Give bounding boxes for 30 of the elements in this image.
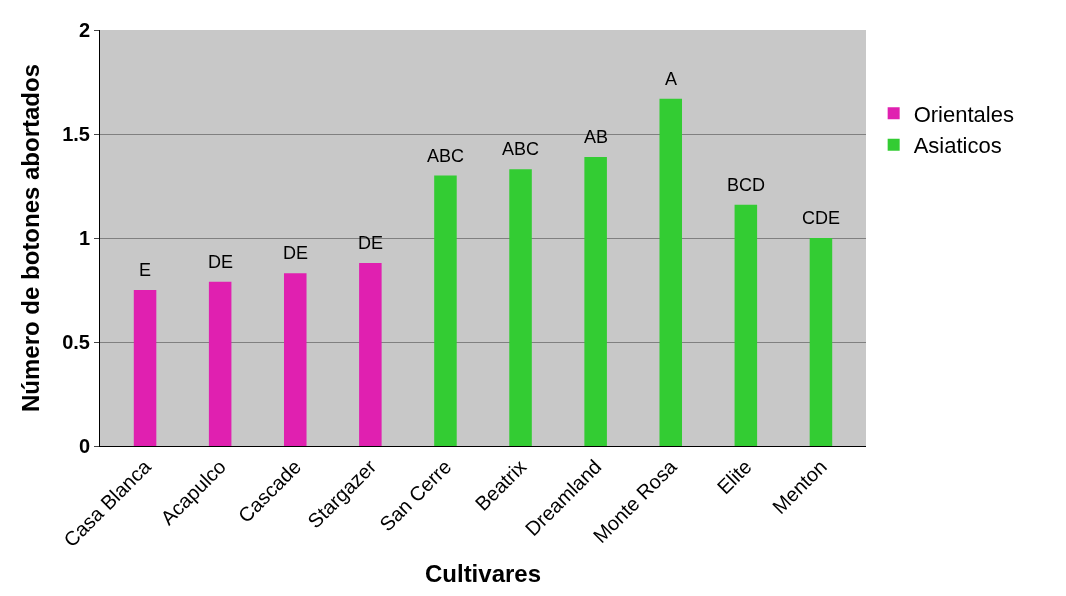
bar — [434, 175, 457, 446]
legend-label: Asiaticos — [913, 133, 1002, 159]
bar — [584, 156, 607, 446]
annotation: CDE — [802, 208, 841, 228]
annotation: DE — [283, 243, 309, 263]
x-tick-label: Elite — [712, 455, 756, 499]
annotation: DE — [208, 252, 234, 272]
bar — [133, 290, 157, 446]
bar — [734, 204, 758, 446]
bar — [509, 169, 532, 446]
y-tick-label: 1.5 — [62, 123, 90, 145]
bar — [359, 262, 382, 446]
annotation: E — [139, 260, 152, 280]
y-axis-title: Número de botones abortados — [17, 63, 45, 413]
bar — [208, 281, 232, 446]
annotation: ABC — [427, 146, 465, 166]
annotation: ABC — [502, 139, 540, 159]
legend-label: Orientales — [913, 101, 1014, 127]
y-tick-label: 0.5 — [62, 331, 90, 353]
bar — [659, 98, 683, 446]
annotation: DE — [358, 233, 384, 253]
x-axis-title: Cultivares — [424, 560, 542, 588]
y-tick-label: 0 — [78, 435, 90, 457]
bar — [283, 273, 307, 446]
y-tick-label: 2 — [78, 19, 90, 41]
y-tick-label: 1 — [78, 227, 90, 249]
annotation: AB — [584, 127, 609, 147]
annotation: A — [665, 69, 678, 89]
annotation: BCD — [727, 175, 766, 195]
bar — [809, 238, 833, 446]
